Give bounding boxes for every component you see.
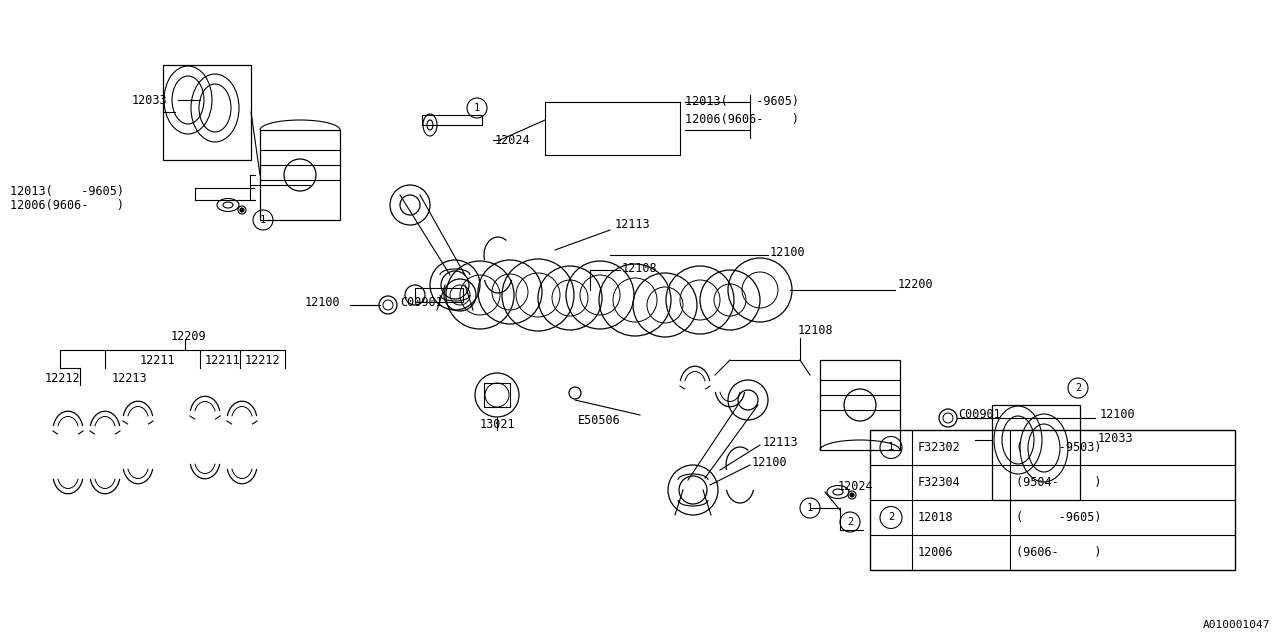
Text: 12212: 12212 <box>244 353 280 367</box>
Bar <box>484 383 509 407</box>
Text: 12006(9606-    ): 12006(9606- ) <box>685 113 799 127</box>
Text: 12024: 12024 <box>838 481 874 493</box>
Circle shape <box>241 208 244 212</box>
Text: 12100: 12100 <box>771 246 805 259</box>
Text: F32304: F32304 <box>918 476 961 489</box>
Text: 12108: 12108 <box>797 323 833 337</box>
Text: (9504-     ): (9504- ) <box>1016 476 1102 489</box>
Text: 1: 1 <box>888 442 895 452</box>
Text: C00901: C00901 <box>399 296 443 308</box>
Text: (     -9503): ( -9503) <box>1016 441 1102 454</box>
Text: 12033: 12033 <box>132 93 166 106</box>
Text: 1: 1 <box>260 215 266 225</box>
Text: 12006: 12006 <box>918 546 954 559</box>
Text: C00901: C00901 <box>957 408 1001 422</box>
Text: A010001047: A010001047 <box>1202 620 1270 630</box>
Text: 12006(9606-    ): 12006(9606- ) <box>10 200 124 212</box>
Bar <box>163 65 251 160</box>
Circle shape <box>850 493 854 497</box>
Text: 12113: 12113 <box>763 435 799 449</box>
Bar <box>820 360 900 450</box>
Text: 12108: 12108 <box>622 262 658 275</box>
Text: (     -9605): ( -9605) <box>1016 511 1102 524</box>
Bar <box>260 130 340 220</box>
Text: 2: 2 <box>1075 383 1082 393</box>
Bar <box>415 288 463 302</box>
Text: 12200: 12200 <box>899 278 933 291</box>
Text: 1: 1 <box>806 503 813 513</box>
Text: 12018: 12018 <box>918 511 954 524</box>
Text: 12209: 12209 <box>170 330 206 342</box>
Text: 12100: 12100 <box>1100 408 1135 422</box>
Text: E50506: E50506 <box>579 413 621 426</box>
Text: 12013(    -9605): 12013( -9605) <box>685 95 799 109</box>
Text: 12212: 12212 <box>45 371 79 385</box>
Text: 12013(    -9605): 12013( -9605) <box>10 186 124 198</box>
Text: F32302: F32302 <box>918 441 961 454</box>
Text: 13021: 13021 <box>479 419 515 431</box>
Text: 2: 2 <box>888 513 895 522</box>
Text: 12213: 12213 <box>113 371 147 385</box>
Text: (9606-     ): (9606- ) <box>1016 546 1102 559</box>
Text: 2: 2 <box>847 517 854 527</box>
Bar <box>870 430 1235 570</box>
Text: 12100: 12100 <box>305 296 340 308</box>
Bar <box>992 405 1080 500</box>
Text: 1: 1 <box>474 103 480 113</box>
Text: 12211: 12211 <box>205 353 241 367</box>
Text: 12113: 12113 <box>614 218 650 232</box>
Text: 12211: 12211 <box>140 353 175 367</box>
Text: 12033: 12033 <box>1098 431 1134 445</box>
Text: 12100: 12100 <box>753 456 787 468</box>
Text: 12024: 12024 <box>495 134 531 147</box>
Bar <box>422 115 483 125</box>
